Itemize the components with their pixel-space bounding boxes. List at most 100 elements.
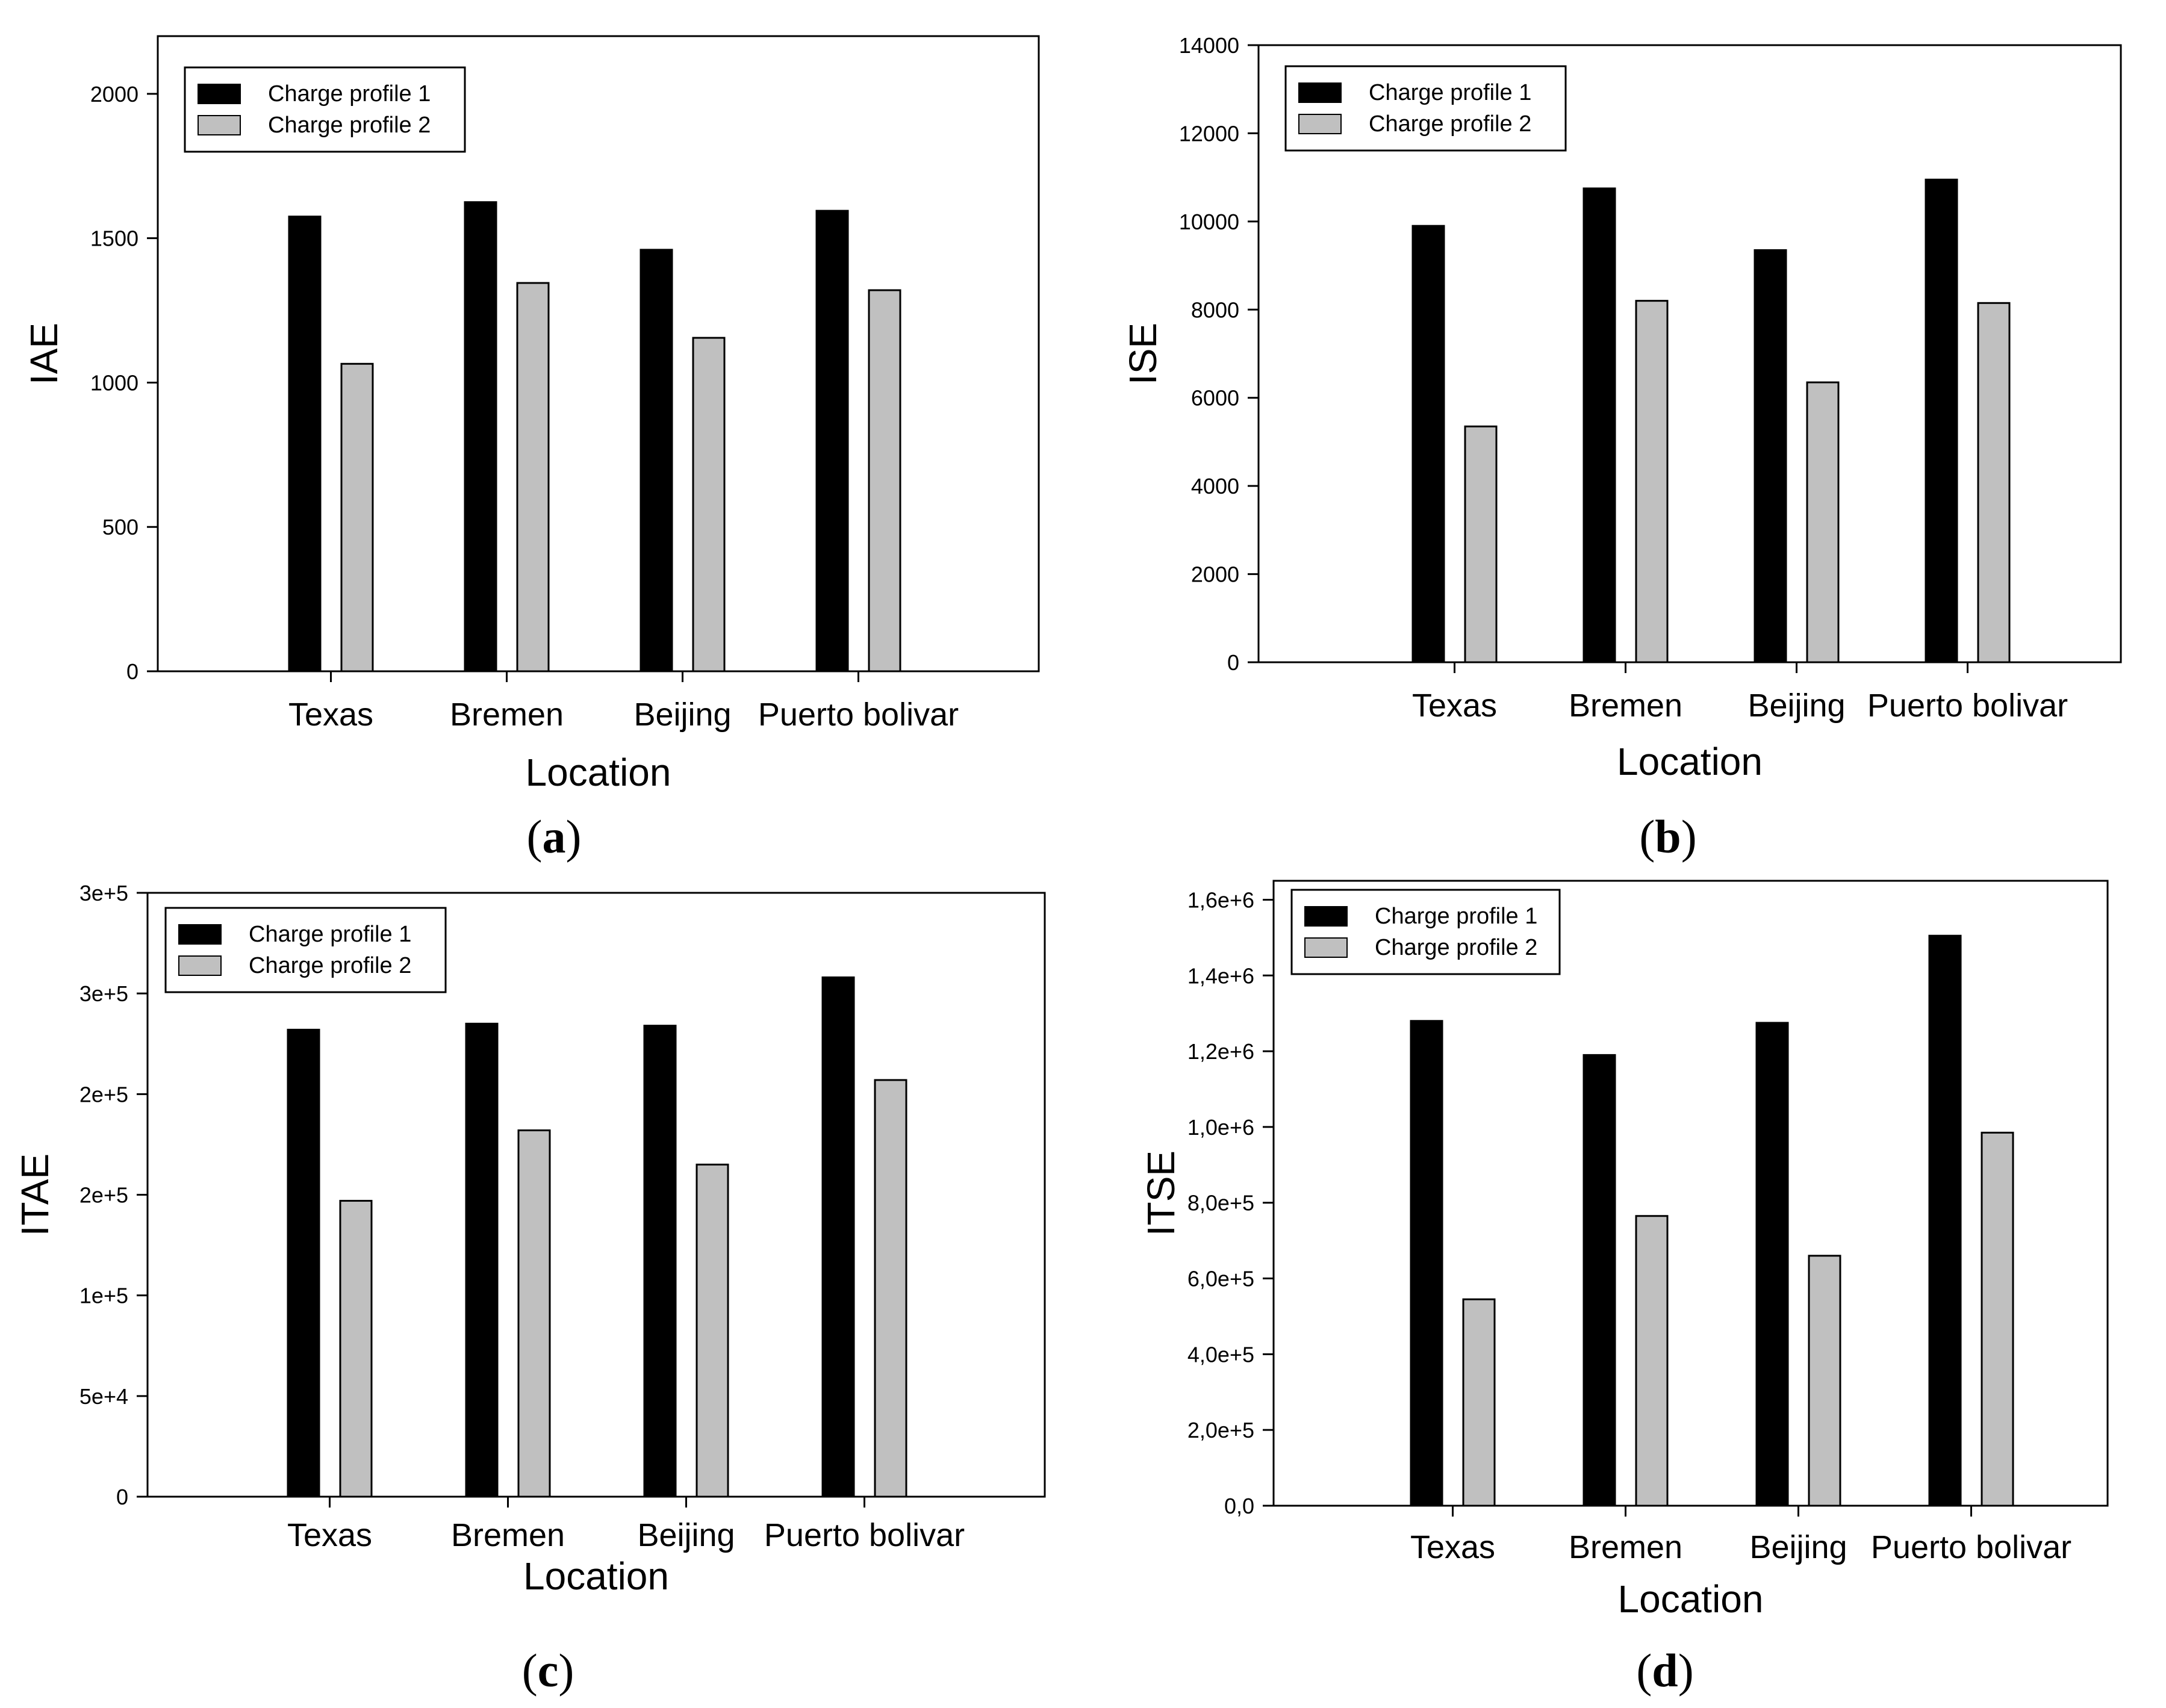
y-tick-label: 2e+5 — [79, 1183, 128, 1208]
chart-itae: 0 5e+4 1e+5 2e+5 2e+5 3e+5 3e+5 ITAE Texas Bremen… — [13, 881, 1046, 1598]
plot-frame — [157, 35, 1040, 672]
bar-charge-profile-1 — [643, 1025, 677, 1498]
legend-box — [184, 66, 466, 153]
legend-label-charge-profile-2: Charge profile 2 — [268, 113, 431, 138]
bar-charge-profile-1 — [1410, 1020, 1443, 1507]
chart-ise: 0 2000 4000 6000 8000 10000 12000 14000 ISE Texas… — [1121, 33, 2122, 783]
x-category-label: Puerto bolivar — [1867, 688, 2068, 724]
y-axis-label: IAE — [22, 323, 66, 385]
y-tick-label: 3e+5 — [79, 981, 128, 1006]
bar-charge-profile-1 — [464, 201, 497, 672]
y-tick-label: 2,0e+5 — [1187, 1418, 1254, 1442]
y-tick-label: 1,0e+6 — [1187, 1115, 1254, 1140]
x-category-label: Bremen — [1569, 1529, 1682, 1565]
legend-swatch-charge-profile-2 — [1298, 114, 1342, 134]
bar-charge-profile-2 — [692, 337, 726, 672]
x-category-label: Beijing — [637, 1517, 735, 1553]
bar-charge-profile-2 — [1806, 381, 1840, 663]
caption-c: (c) — [521, 1644, 574, 1697]
caption-c-label: c — [537, 1644, 559, 1697]
y-tick-label: 1e+5 — [79, 1284, 128, 1308]
bar-charge-profile-2 — [696, 1163, 729, 1498]
y-tick-label: 2000 — [90, 82, 138, 107]
legend-label-charge-profile-1: Charge profile 1 — [1369, 80, 1531, 105]
bar-charge-profile-2 — [517, 1129, 551, 1498]
x-category-label: Puerto bolivar — [758, 697, 959, 733]
chart-itse: 0,0 2,0e+5 4,0e+5 6,0e+5 8,0e+5 1,0e+6 1,2e+6 1… — [1139, 880, 2109, 1621]
y-tick-label: 4,0e+5 — [1187, 1342, 1254, 1367]
y-tick-label: 0 — [116, 1485, 128, 1509]
panel-c: 0 5e+4 1e+5 2e+5 2e+5 3e+5 3e+5 ITAE Texas Bremen… — [0, 854, 1084, 1708]
y-tick-label: 3e+5 — [79, 881, 128, 905]
y-tick-label: 2e+5 — [79, 1082, 128, 1107]
y-tick-label: 5e+4 — [79, 1384, 128, 1409]
bar-charge-profile-1 — [1754, 249, 1787, 663]
caption-a: (a) — [526, 810, 582, 863]
y-tick-label: 1,6e+6 — [1187, 887, 1254, 912]
legend-label-charge-profile-2: Charge profile 2 — [1369, 111, 1531, 137]
caption-d: (d) — [1636, 1644, 1694, 1697]
y-tick-label: 8,0e+5 — [1187, 1191, 1254, 1216]
y-tick-label: 0 — [126, 659, 138, 684]
y-tick-label: 0,0 — [1224, 1494, 1254, 1518]
y-tick-label: 2000 — [1191, 562, 1239, 587]
chart-iae: 0 500 1000 1500 2000 IAE Texas Bremen Beijing Pue… — [22, 35, 1040, 794]
bar-charge-profile-1 — [815, 210, 849, 672]
x-axis-label: Location — [1618, 1577, 1764, 1621]
bar-charge-profile-1 — [465, 1022, 499, 1498]
bar-charge-profile-2 — [1462, 1298, 1496, 1507]
legend-label-charge-profile-2: Charge profile 2 — [1375, 935, 1537, 960]
x-category-label: Texas — [288, 697, 373, 733]
x-category-label: Texas — [287, 1517, 372, 1553]
bar-charge-profile-2 — [339, 1200, 373, 1498]
y-tick-label: 12000 — [1179, 121, 1239, 146]
y-tick-label: 6,0e+5 — [1187, 1267, 1254, 1291]
y-tick-label: 10000 — [1179, 210, 1239, 234]
bar-charge-profile-2 — [874, 1079, 907, 1498]
x-axis-label: Location — [526, 751, 671, 794]
legend-box — [1284, 65, 1567, 152]
y-tick-label: 1000 — [90, 370, 138, 395]
legend-label-charge-profile-1: Charge profile 1 — [1375, 904, 1537, 929]
plot-frame — [1257, 44, 2122, 663]
legend-label-charge-profile-1: Charge profile 1 — [268, 81, 431, 107]
legend-swatch-charge-profile-1 — [198, 84, 241, 104]
y-axis-label: ISE — [1121, 323, 1165, 385]
y-tick-label: 1500 — [90, 226, 138, 251]
x-category-label: Bremen — [1569, 688, 1682, 724]
caption-b: (b) — [1639, 810, 1697, 863]
caption-b-label: b — [1655, 810, 1681, 863]
bar-charge-profile-2 — [1981, 1131, 2014, 1507]
legend-label-charge-profile-2: Charge profile 2 — [249, 953, 411, 978]
bar-charge-profile-2 — [516, 282, 550, 672]
bar-charge-profile-2 — [1635, 300, 1669, 663]
x-category-label: Beijing — [1749, 1529, 1847, 1565]
bar-charge-profile-1 — [1928, 934, 1962, 1507]
panel-b: 0 2000 4000 6000 8000 10000 12000 14000 ISE Texas… — [1084, 0, 2166, 854]
bar-charge-profile-1 — [1925, 178, 1958, 663]
y-tick-label: 0 — [1227, 650, 1239, 675]
plot-frame — [1272, 880, 2109, 1507]
bar-charge-profile-1 — [1582, 1054, 1616, 1507]
bar-charge-profile-1 — [1755, 1022, 1789, 1507]
caption-d-label: d — [1652, 1644, 1678, 1697]
legend-swatch-charge-profile-2 — [178, 955, 222, 976]
legend-swatch-charge-profile-1 — [1304, 906, 1348, 927]
legend-label-charge-profile-1: Charge profile 1 — [249, 922, 411, 947]
x-axis-label: Location — [1617, 740, 1763, 783]
x-category-label: Beijing — [633, 697, 731, 733]
x-category-label: Bremen — [450, 697, 564, 733]
y-tick-label: 500 — [102, 515, 138, 539]
x-axis-label: Location — [523, 1554, 669, 1598]
bar-charge-profile-1 — [287, 1028, 320, 1498]
y-tick-label: 1,2e+6 — [1187, 1039, 1254, 1064]
bar-charge-profile-1 — [821, 976, 855, 1498]
bar-charge-profile-2 — [1977, 302, 2011, 663]
y-tick-label: 6000 — [1191, 386, 1239, 411]
y-axis-label: ITAE — [13, 1154, 57, 1237]
bar-charge-profile-1 — [1411, 225, 1445, 663]
legend-box — [164, 907, 447, 993]
legend-swatch-charge-profile-2 — [198, 115, 241, 135]
y-tick-label: 14000 — [1179, 33, 1239, 58]
y-axis-label: ITSE — [1139, 1151, 1183, 1236]
